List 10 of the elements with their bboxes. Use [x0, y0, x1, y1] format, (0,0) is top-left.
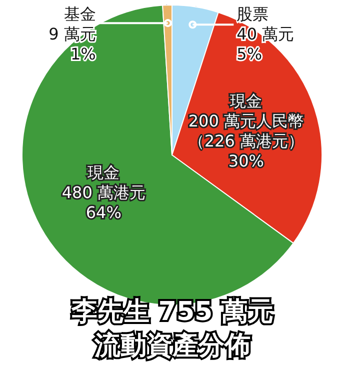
text: 流動資產分佈 — [94, 331, 250, 361]
data-label: 9 萬元 1% — [48, 24, 96, 64]
slice-label: 基金 — [64, 4, 96, 24]
data-label: 200 萬元人民幣（226 萬港元） 30% — [188, 111, 304, 170]
text: 李先生 755 萬元 — [70, 297, 274, 327]
data-label: 480 萬港元 64% — [62, 183, 146, 222]
slice-label: 股票 — [236, 4, 269, 24]
slice-label: 現金 — [230, 91, 262, 110]
data-label: 40 萬元 5% — [236, 24, 294, 64]
slice-label: 現金 — [88, 163, 120, 182]
